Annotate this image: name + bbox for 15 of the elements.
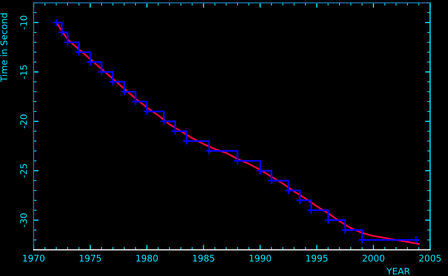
x-tick-label: 1985 xyxy=(193,254,214,262)
y-axis-title: Time in Second xyxy=(0,13,8,82)
y-tick-label: -30 xyxy=(20,213,27,228)
x-tick-label: 1980 xyxy=(136,254,158,262)
x-tick-label: 2005 xyxy=(419,254,441,262)
y-tick-label: -25 xyxy=(20,164,27,178)
x-axis-title: YEAR xyxy=(386,268,410,274)
x-tick-label: 1970 xyxy=(23,254,44,262)
y-tick-label: -15 xyxy=(20,65,27,79)
x-tick-label: 1990 xyxy=(250,254,272,262)
x-tick-label: 2000 xyxy=(362,254,384,262)
x-tick-label: 1975 xyxy=(80,254,101,262)
x-tick-label: 1995 xyxy=(306,254,328,262)
y-tick-label: -10 xyxy=(20,16,27,30)
y-tick-label: -20 xyxy=(20,114,27,128)
